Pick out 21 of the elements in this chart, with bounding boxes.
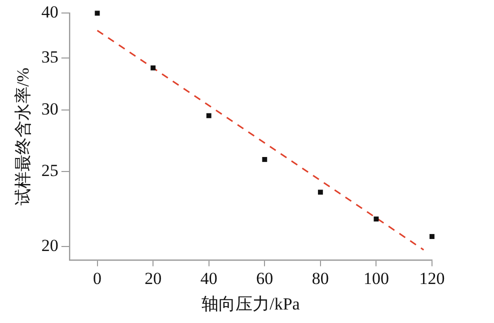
point xyxy=(318,190,323,195)
y-tick-label: 20 xyxy=(41,236,58,255)
point xyxy=(374,216,379,222)
point xyxy=(94,10,100,16)
x-tick-label: 80 xyxy=(312,268,329,288)
y-tick-label: 40 xyxy=(41,2,58,22)
y-tick-label: 35 xyxy=(41,48,58,67)
point xyxy=(150,65,156,70)
x-tick-label: 40 xyxy=(200,268,218,288)
x-tick-label: 20 xyxy=(144,268,162,288)
y-tick-label: 25 xyxy=(41,160,58,180)
x-tick-label: 60 xyxy=(256,268,274,288)
y-axis-title: 试样最终含水率/% xyxy=(14,68,33,206)
y-tick-label: 30 xyxy=(41,99,58,118)
x-axis-title: 轴向压力/kPa xyxy=(202,294,300,314)
point xyxy=(262,156,268,162)
point xyxy=(430,234,434,239)
x-tick-label: 100 xyxy=(363,268,389,288)
x-tick-label: 120 xyxy=(419,268,445,288)
point xyxy=(206,113,212,118)
x-tick-label: 0 xyxy=(93,268,102,288)
